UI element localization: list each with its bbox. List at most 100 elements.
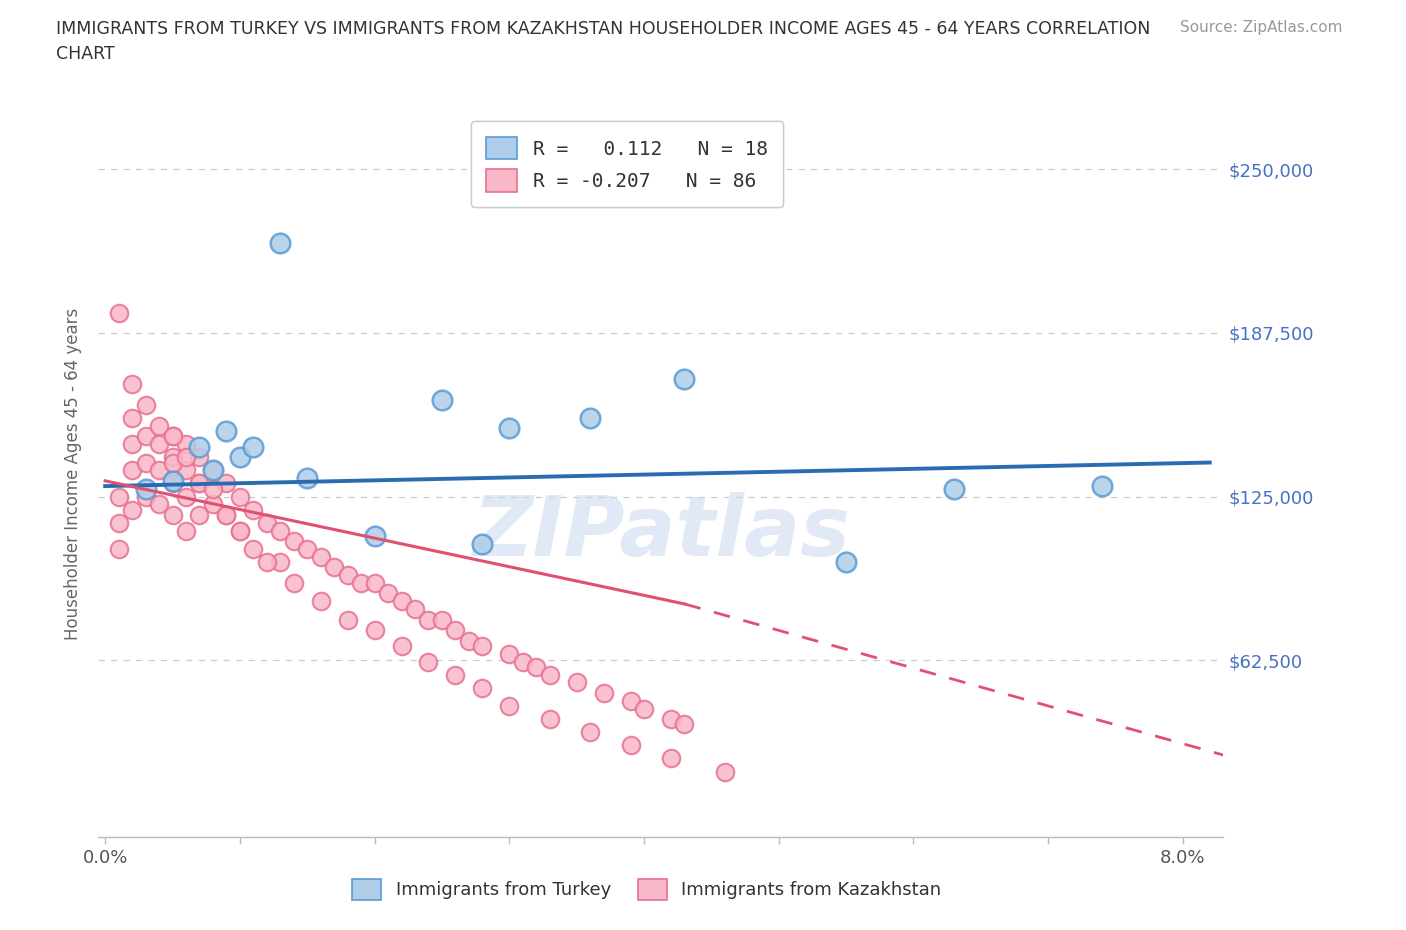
Point — [215, 424, 238, 439]
Point — [162, 476, 184, 491]
Point — [174, 450, 197, 465]
Point — [363, 623, 385, 638]
Point — [121, 377, 143, 392]
Point — [1091, 479, 1114, 494]
Point — [283, 576, 305, 591]
Point — [363, 528, 385, 543]
Point — [309, 594, 332, 609]
Point — [498, 698, 520, 713]
Text: IMMIGRANTS FROM TURKEY VS IMMIGRANTS FROM KAZAKHSTAN HOUSEHOLDER INCOME AGES 45 : IMMIGRANTS FROM TURKEY VS IMMIGRANTS FRO… — [56, 20, 1150, 38]
Point — [229, 524, 252, 538]
Point — [188, 476, 211, 491]
Point — [162, 473, 184, 488]
Point — [188, 508, 211, 523]
Point — [444, 623, 467, 638]
Point — [323, 560, 346, 575]
Point — [269, 554, 291, 569]
Point — [242, 541, 264, 556]
Text: CHART: CHART — [56, 45, 115, 62]
Point — [283, 534, 305, 549]
Point — [363, 576, 385, 591]
Point — [107, 515, 129, 530]
Point — [148, 463, 170, 478]
Text: Source: ZipAtlas.com: Source: ZipAtlas.com — [1180, 20, 1343, 35]
Point — [418, 654, 440, 669]
Point — [162, 429, 184, 444]
Point — [201, 463, 224, 478]
Point — [565, 675, 588, 690]
Point — [673, 717, 696, 732]
Legend: Immigrants from Turkey, Immigrants from Kazakhstan: Immigrants from Turkey, Immigrants from … — [344, 871, 949, 907]
Point — [107, 306, 129, 321]
Point — [430, 612, 453, 627]
Point — [538, 667, 561, 682]
Point — [162, 508, 184, 523]
Point — [121, 463, 143, 478]
Point — [471, 537, 494, 551]
Point — [215, 508, 238, 523]
Point — [524, 659, 547, 674]
Point — [148, 418, 170, 433]
Point — [336, 567, 359, 582]
Point — [269, 235, 291, 250]
Point — [471, 638, 494, 653]
Point — [148, 497, 170, 512]
Point — [135, 429, 157, 444]
Point — [579, 724, 602, 739]
Point — [350, 576, 373, 591]
Point — [242, 439, 264, 454]
Point — [215, 508, 238, 523]
Point — [201, 497, 224, 512]
Point — [297, 471, 319, 485]
Point — [619, 694, 641, 709]
Point — [673, 371, 696, 386]
Point — [297, 541, 319, 556]
Point — [188, 439, 211, 454]
Point — [619, 737, 641, 752]
Point — [215, 476, 238, 491]
Point — [162, 450, 184, 465]
Point — [512, 654, 534, 669]
Point — [229, 450, 252, 465]
Point — [444, 667, 467, 682]
Text: ZIPatlas: ZIPatlas — [472, 492, 849, 573]
Point — [391, 594, 413, 609]
Point — [835, 554, 858, 569]
Point — [242, 502, 264, 517]
Point — [498, 646, 520, 661]
Point — [256, 515, 278, 530]
Point — [391, 638, 413, 653]
Point — [201, 481, 224, 496]
Point — [471, 680, 494, 695]
Point — [336, 612, 359, 627]
Point — [404, 602, 426, 617]
Point — [659, 711, 682, 726]
Point — [174, 437, 197, 452]
Point — [135, 397, 157, 412]
Point — [579, 410, 602, 425]
Point — [229, 524, 252, 538]
Point — [107, 541, 129, 556]
Point — [377, 586, 399, 601]
Point — [309, 550, 332, 565]
Point — [659, 751, 682, 766]
Point — [188, 476, 211, 491]
Legend: R =   0.112   N = 18, R = -0.207   N = 86: R = 0.112 N = 18, R = -0.207 N = 86 — [471, 121, 783, 207]
Point — [269, 524, 291, 538]
Point — [135, 455, 157, 470]
Point — [633, 701, 655, 716]
Point — [162, 455, 184, 470]
Point — [135, 481, 157, 496]
Point — [174, 463, 197, 478]
Point — [229, 489, 252, 504]
Point — [121, 502, 143, 517]
Point — [148, 437, 170, 452]
Point — [430, 392, 453, 407]
Point — [418, 612, 440, 627]
Point — [592, 685, 614, 700]
Point — [457, 633, 479, 648]
Point — [107, 489, 129, 504]
Point — [174, 489, 197, 504]
Point — [498, 421, 520, 436]
Point — [162, 429, 184, 444]
